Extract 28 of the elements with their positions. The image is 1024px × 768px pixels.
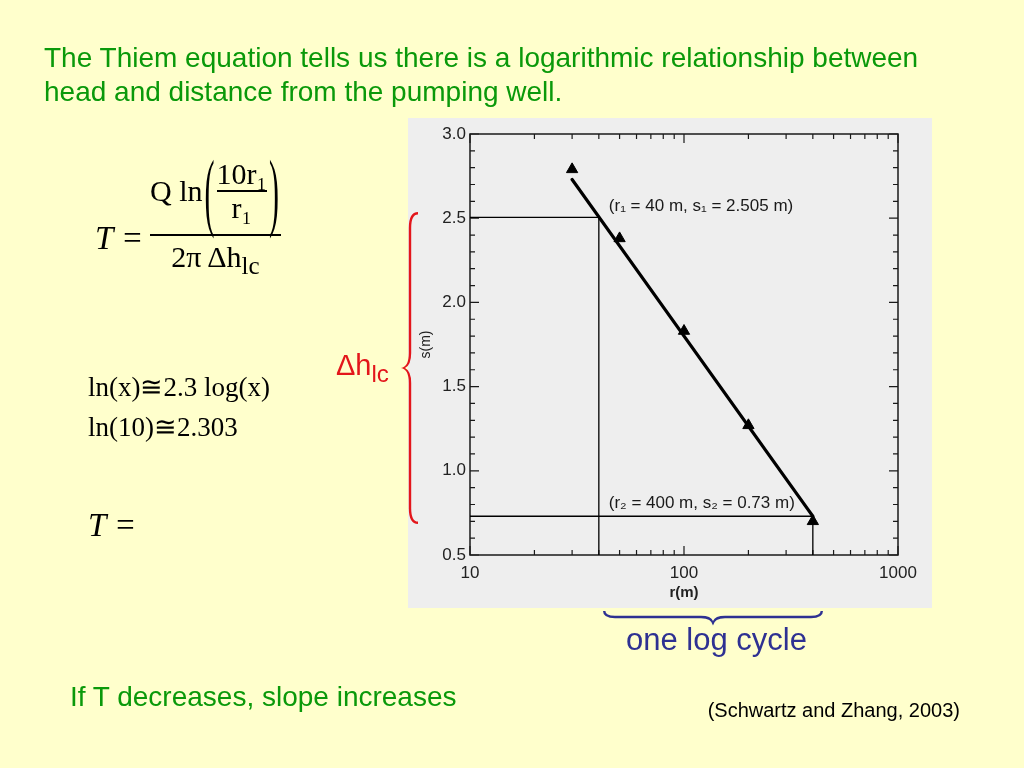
y-tick-label: 2.5 <box>442 207 466 227</box>
chart-title: The Thiem equation tells us there is a logarithmic relationship between head and distance from the pumping well. <box>44 42 919 107</box>
x-tick-label: 10 <box>460 562 480 582</box>
text: one log cycle <box>626 622 807 657</box>
x-axis-title: r(m) <box>669 583 699 601</box>
text: ) <box>268 141 279 240</box>
text: r₁ <box>231 190 252 224</box>
text: ln(10)≅2.303 <box>88 412 238 442</box>
annotation: (r₁ = 40 m, s₁ = 2.505 m) <box>608 196 794 216</box>
y-tick-label: 0.5 <box>442 544 466 564</box>
text: 2π Δh$_{lc}$ <box>171 240 260 281</box>
y-axis-title: s(m) <box>417 330 434 359</box>
text: T = <box>88 507 137 543</box>
y-tick-label: 2.0 <box>442 292 466 312</box>
x-tick-label: 100 <box>669 562 699 582</box>
text: If T decreases, slope increases <box>70 681 457 712</box>
text: ln(x)≅2.3 log(x) <box>88 372 270 402</box>
text: 10r₁ <box>216 157 267 191</box>
text: T = <box>95 220 144 256</box>
text: ( <box>204 141 215 240</box>
x-tick-label: 1000 <box>879 562 917 582</box>
y-tick-label: 1.0 <box>442 460 466 480</box>
y-tick-label: 3.0 <box>442 123 466 143</box>
y-tick-label: 1.5 <box>442 376 466 396</box>
text: Q ln <box>150 174 203 207</box>
annotation: (r₂ = 400 m, s₂ = 0.73 m) <box>608 492 795 512</box>
text: (Schwartz and Zhang, 2003) <box>707 699 960 721</box>
text: Δh$_{lc}$ <box>336 349 389 387</box>
